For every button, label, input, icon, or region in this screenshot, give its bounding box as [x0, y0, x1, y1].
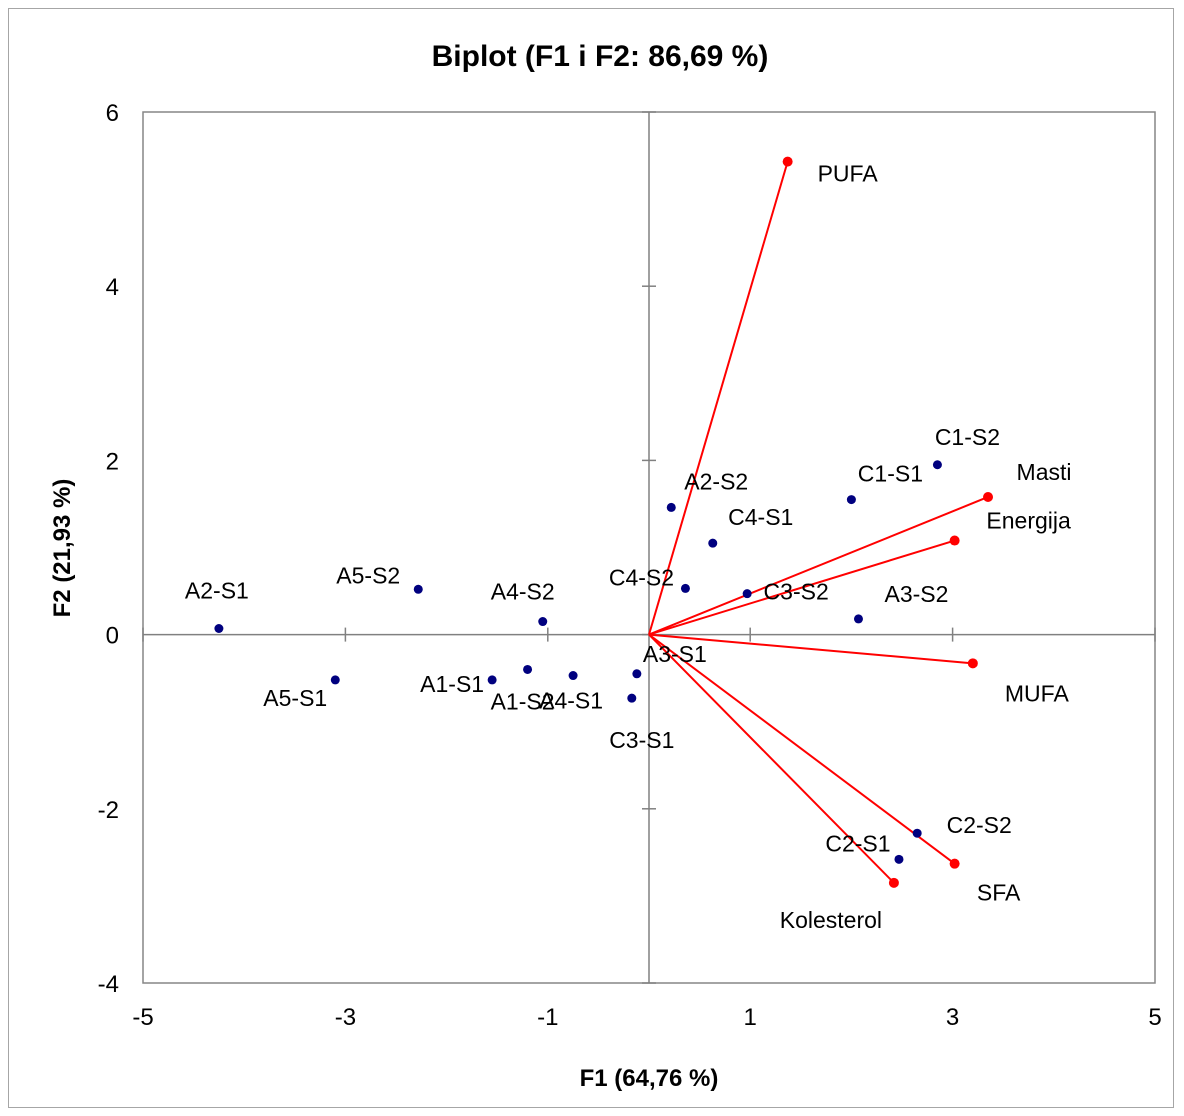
vector-kolesterol: [648, 633, 895, 884]
vector-sfa: [648, 633, 956, 865]
variable-label-sfa: SFA: [977, 880, 1021, 906]
variable-point-sfa: [949, 858, 960, 869]
observation-label-a5-s2: A5-S2: [336, 562, 400, 588]
observation-point-c4-s1: [708, 538, 718, 548]
y-tick-label: -2: [98, 797, 119, 824]
vector-mufa: [648, 633, 973, 665]
observation-label-a4-s2: A4-S2: [491, 579, 555, 605]
observation-label-a2-s2: A2-S2: [684, 468, 748, 494]
x-axis-title: F1 (64,76 %): [580, 1065, 719, 1092]
vector-masti: [648, 496, 989, 636]
observation-points: [214, 460, 942, 864]
chart-title: Biplot (F1 i F2: 86,69 %): [432, 40, 769, 73]
observation-label-c4-s1: C4-S1: [728, 504, 793, 530]
observation-label-a3-s2: A3-S2: [885, 581, 949, 607]
vector-energija: [648, 539, 955, 636]
x-tick-label: 5: [1148, 1004, 1161, 1031]
x-tick-label: 3: [946, 1004, 959, 1031]
variable-vectors: [648, 156, 994, 888]
observation-point-a4-s1: [568, 671, 578, 681]
observation-point-c1-s1: [846, 495, 856, 505]
observation-label-a5-s1: A5-S1: [263, 685, 327, 711]
variable-label-masti: Masti: [1017, 459, 1072, 485]
observation-point-c2-s1: [894, 854, 904, 864]
x-tick-label: -3: [335, 1004, 356, 1031]
observation-point-c3-s1: [627, 693, 637, 703]
observation-point-a5-s2: [413, 584, 423, 594]
variable-point-kolesterol: [888, 877, 899, 888]
y-tick-label: 4: [106, 274, 119, 301]
observation-point-c2-s2: [912, 828, 922, 838]
x-tick-label: -1: [537, 1004, 558, 1031]
observation-label-c4-s2: C4-S2: [609, 564, 674, 590]
vector-pufa: [648, 161, 789, 635]
observation-point-c4-s2: [680, 583, 690, 593]
observation-point-c3-s2: [742, 589, 752, 599]
y-tick-label: 6: [106, 100, 119, 127]
observation-label-c3-s1: C3-S1: [609, 727, 674, 753]
chart-frame: [8, 8, 1174, 1108]
variable-label-pufa: PUFA: [818, 161, 879, 187]
observation-label-a1-s1: A1-S1: [420, 671, 484, 697]
x-tick-label: -5: [132, 1004, 153, 1031]
observation-label-c2-s2: C2-S2: [947, 812, 1012, 838]
y-tick-label: -4: [98, 971, 119, 998]
observation-point-a4-s2: [538, 617, 548, 627]
observation-point-a1-s1: [487, 675, 497, 685]
observation-point-a1-s2: [523, 664, 533, 674]
observation-point-a3-s1: [632, 669, 642, 679]
observation-label-a2-s1: A2-S1: [185, 578, 249, 604]
y-tick-label: 0: [106, 623, 119, 650]
observation-point-a5-s1: [330, 675, 340, 685]
variable-point-mufa: [967, 658, 978, 669]
observation-point-a3-s2: [853, 614, 863, 624]
observation-label-c3-s2: C3-S2: [764, 579, 829, 605]
variable-point-masti: [983, 491, 994, 502]
observation-label-c1-s1: C1-S1: [858, 461, 923, 487]
observation-point-c1-s2: [932, 460, 942, 470]
x-tick-label: 1: [744, 1004, 757, 1031]
variable-point-pufa: [782, 156, 793, 167]
observation-point-a2-s1: [214, 624, 224, 634]
point-labels: PUFA Masti Energija MUFA SFA Kolesterol A2-S1 A…: [185, 161, 1072, 933]
observation-label-c2-s1: C2-S1: [825, 830, 890, 856]
variable-label-mufa: MUFA: [1005, 680, 1070, 706]
observation-label-a3-s1: A3-S1: [643, 641, 707, 667]
variable-point-energija: [949, 535, 960, 546]
observation-point-a2-s2: [666, 502, 676, 512]
observation-label-c1-s2: C1-S2: [935, 424, 1000, 450]
y-axis-title: F2 (21,93 %): [49, 479, 76, 618]
variable-label-kolesterol: Kolesterol: [780, 907, 882, 933]
y-tick-label: 2: [106, 448, 119, 475]
observation-label-a1-s2: A1-S2: [491, 688, 555, 714]
variable-label-energija: Energija: [986, 508, 1071, 534]
observation-label-a4-s1: A4-S1: [539, 688, 603, 714]
